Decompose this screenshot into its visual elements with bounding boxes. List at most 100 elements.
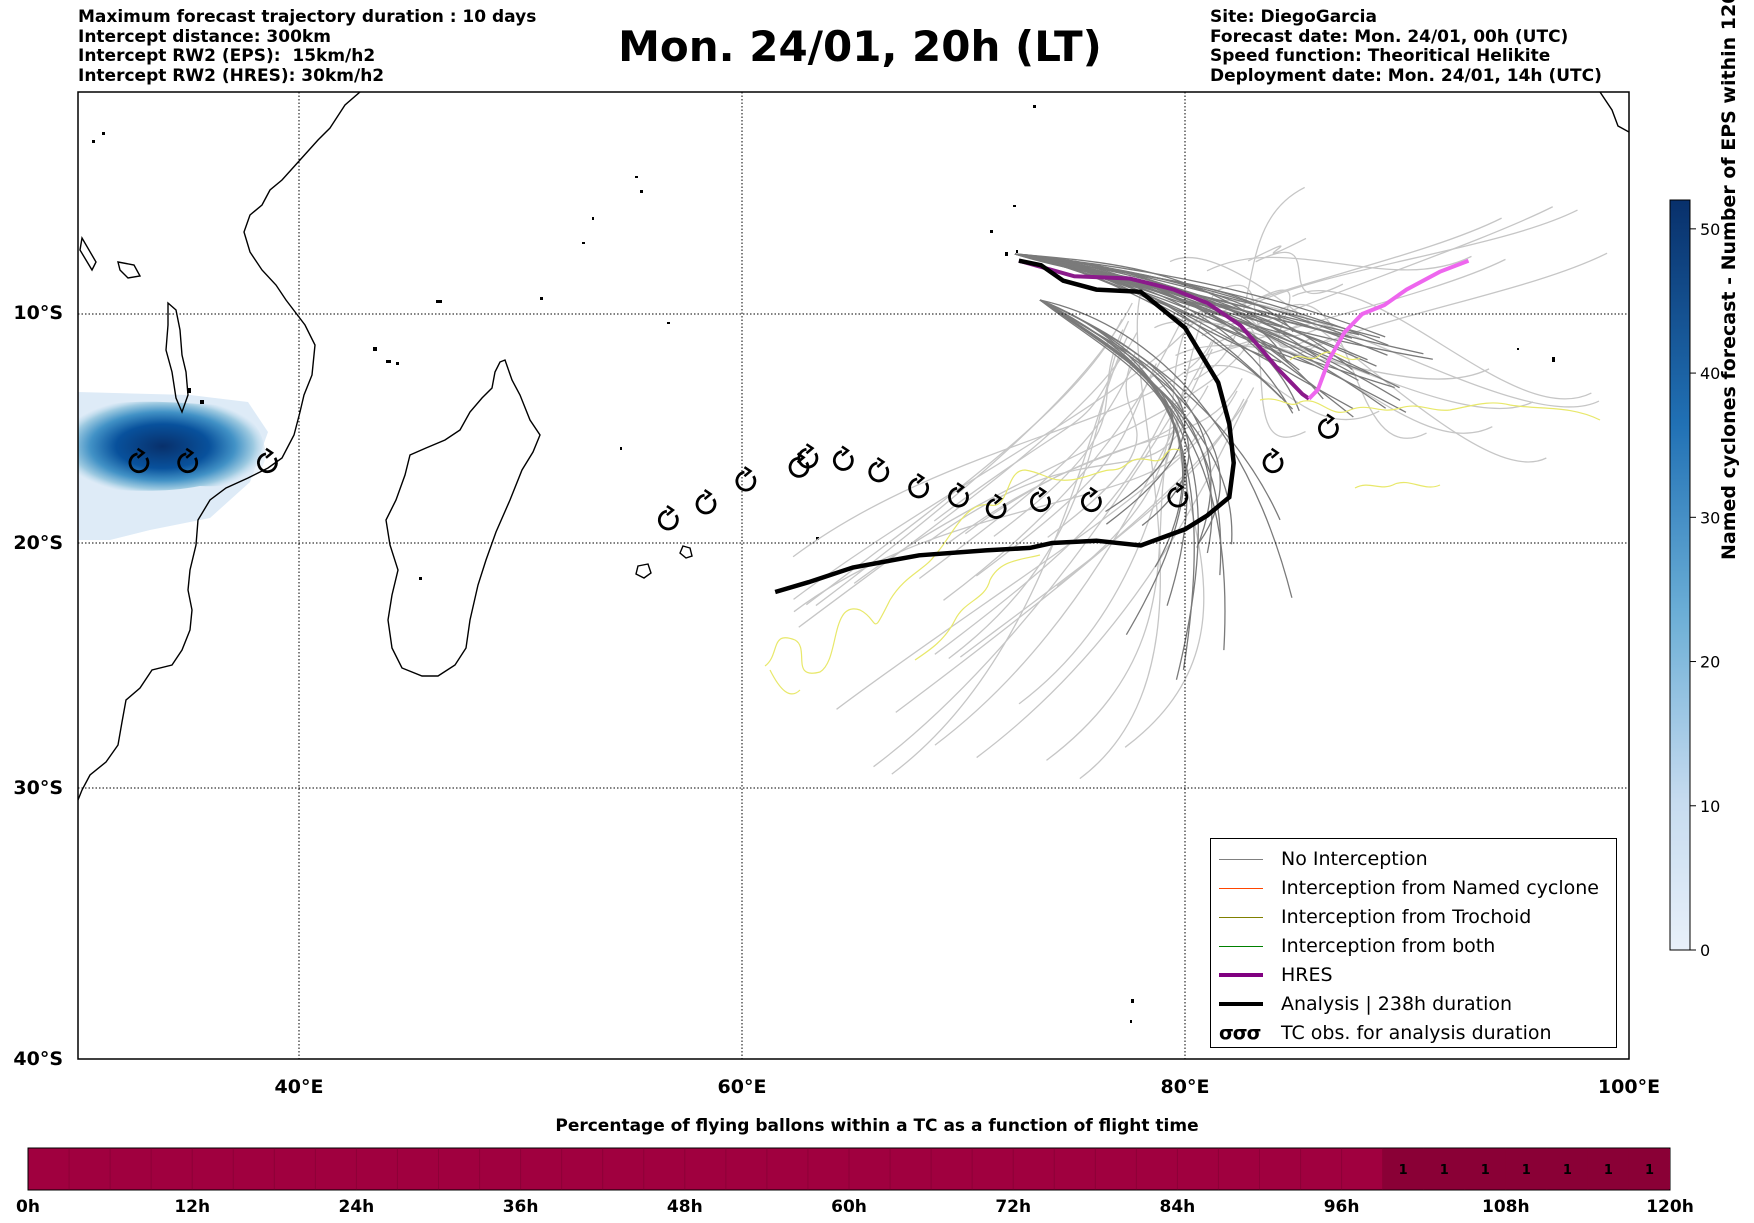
header-right-line: Speed function: Theoritical Helikite — [1210, 46, 1551, 66]
trochoid-track — [1354, 482, 1441, 489]
eps-trajectory — [1194, 299, 1600, 408]
eps-trajectory — [933, 357, 1121, 522]
bar-tick-label: 120h — [1646, 1197, 1694, 1217]
bar-tick-label: 0h — [16, 1197, 40, 1217]
legend-swatch — [1219, 973, 1263, 977]
lat-tick-label: 40°S — [13, 1048, 63, 1070]
bar-tick-label: 84h — [1160, 1197, 1196, 1217]
eps-trajectory — [805, 318, 1123, 606]
legend-swatch — [1219, 887, 1263, 889]
lake-victoria — [117, 261, 142, 279]
eps-trajectory — [1039, 299, 1226, 651]
eps-trajectory — [1047, 352, 1138, 538]
lake-tanganyika — [79, 235, 97, 272]
eps-density-core — [78, 401, 266, 491]
eps-trajectories-light — [792, 186, 1608, 780]
legend-swatch — [1219, 858, 1263, 860]
legend-label: Interception from both — [1281, 935, 1496, 957]
trochoid-tracks — [764, 351, 1601, 695]
legend-item: Interception from Trochoid — [1219, 903, 1531, 931]
eps-trajectory — [1039, 299, 1233, 545]
forecast-parameters: Maximum forecast trajectory duration : 1… — [78, 7, 536, 86]
lon-tick-label: 80°E — [1161, 1076, 1210, 1098]
bar-tick-label: 72h — [995, 1197, 1031, 1217]
bar-cell — [1546, 1149, 1588, 1189]
percentage-bar-ticks: 0h 12h 24h 36h 48h 60h 72h 84h 96h 108h 120h — [16, 1197, 1694, 1217]
map-frame — [77, 91, 1630, 1060]
trochoid-track — [1259, 398, 1601, 421]
eps-trajectory — [1255, 251, 1344, 295]
colorbar-label: Named cyclones forecast - Number of EPS … — [1718, 0, 1740, 560]
tc-obs-marker — [868, 456, 890, 483]
tc-obs-marker — [257, 447, 278, 474]
legend-swatch — [1219, 1002, 1263, 1006]
eps-trajectory — [993, 329, 1124, 537]
madagascar-coastline — [385, 359, 541, 677]
legend-item: Interception from Named cyclone — [1219, 874, 1599, 902]
africa-coastline — [78, 92, 361, 801]
lon-tick-label: 60°E — [718, 1076, 767, 1098]
trochoid-track — [1289, 351, 1361, 361]
legend-swatch — [1219, 916, 1263, 918]
australia-coastline — [1599, 92, 1629, 133]
map-layers — [78, 92, 1629, 1059]
tc-obs-marker — [695, 489, 717, 515]
tc-obs-marker — [797, 443, 819, 469]
bar-cell-value: 1 — [1645, 1163, 1654, 1178]
tc-obs-marker — [908, 472, 930, 499]
eps-trajectory — [1014, 253, 1354, 418]
legend-label: TC obs. for analysis duration — [1281, 1022, 1552, 1044]
bar-cell-value: 1 — [1440, 1163, 1449, 1178]
tc-obs-marker — [1081, 486, 1102, 513]
colorbar-tick-label: 40 — [1700, 364, 1720, 383]
eps-trajectory — [934, 348, 1213, 746]
bar-tick-label: 12h — [174, 1197, 210, 1217]
lat-tick-label: 10°S — [13, 302, 63, 324]
eps-trajectory — [1193, 186, 1305, 381]
mauritius-coastline — [679, 545, 693, 559]
bar-cell-value: 1 — [1481, 1163, 1490, 1178]
eps-trajectory — [1294, 252, 1608, 357]
lat-tick-label: 20°S — [13, 532, 63, 554]
legend-item: HRES — [1219, 961, 1333, 989]
legend-item: Analysis | 238h duration — [1219, 990, 1512, 1018]
colorbar-tick-label: 50 — [1700, 220, 1720, 239]
hres-track-late — [1307, 258, 1470, 401]
eps-trajectory — [836, 390, 1238, 710]
tc-obs-marker — [1030, 486, 1051, 513]
header-left-line: Intercept distance: 300km — [78, 26, 331, 47]
tc-obs-marker — [657, 505, 679, 531]
eps-trajectory — [793, 430, 1200, 613]
lat-tick-label: 30°S — [13, 777, 63, 799]
trochoid-track — [914, 554, 1041, 661]
legend-item: Interception from both — [1219, 932, 1495, 960]
eps-trajectory — [798, 332, 1138, 628]
page-title: Mon. 24/01, 20h (LT) — [618, 22, 1102, 71]
bar-cell — [1423, 1149, 1465, 1189]
eps-trajectory — [1206, 255, 1472, 272]
eps-trajectory — [1014, 253, 1351, 338]
tc-obs-marker — [1167, 482, 1189, 508]
tc-obs-symbol: σσσ — [1219, 1022, 1261, 1044]
legend-label: No Interception — [1281, 848, 1428, 870]
colorbar-ticks: 0 10 20 30 40 50 — [1690, 220, 1720, 960]
eps-trajectories-no-interception — [1014, 253, 1433, 680]
lake-malawi — [165, 301, 189, 414]
trochoid-track — [764, 448, 1181, 674]
legend: No Interception Interception from Named c… — [1210, 838, 1617, 1048]
colorbar-tick-label: 30 — [1700, 508, 1720, 527]
trochoid-track — [769, 669, 801, 695]
coastlines — [78, 92, 1629, 801]
bar-tick-label: 108h — [1482, 1197, 1530, 1217]
eps-trajectory — [934, 410, 1168, 655]
graticule — [78, 92, 1629, 1059]
legend-swatch — [1219, 945, 1263, 947]
eps-trajectory — [1279, 303, 1427, 439]
tc-obs-marker — [985, 493, 1007, 519]
header-right-line: Forecast date: Mon. 24/01, 00h (UTC) — [1210, 26, 1569, 47]
analysis-track — [774, 258, 1236, 595]
percentage-bar-title: Percentage of flying ballons within a TC… — [555, 1116, 1199, 1136]
bar-cell-value: 1 — [1563, 1163, 1572, 1178]
legend-label: Analysis | 238h duration — [1281, 993, 1513, 1015]
